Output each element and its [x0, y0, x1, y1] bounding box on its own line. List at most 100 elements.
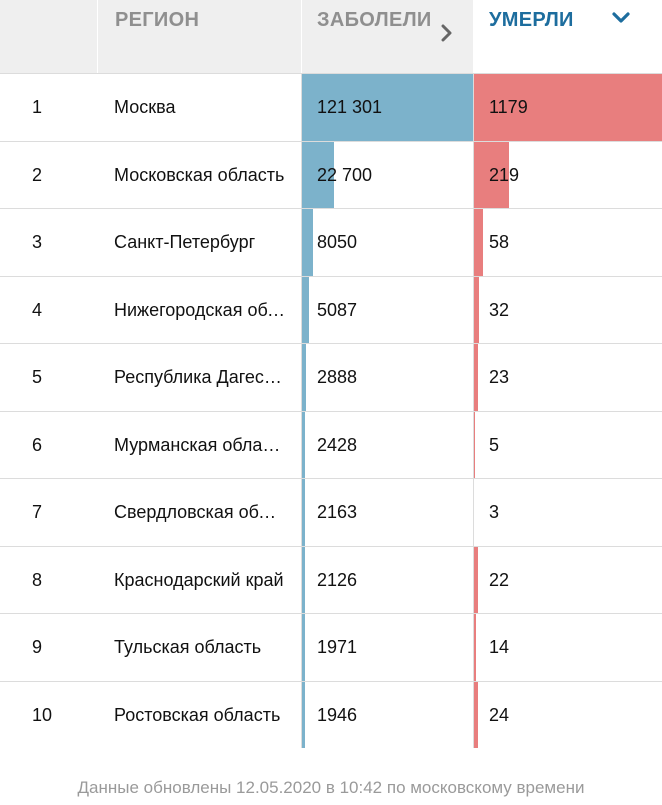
header-rank	[0, 0, 97, 73]
header-region[interactable]: РЕГИОН	[97, 0, 301, 73]
infected-count: 8050	[317, 232, 358, 253]
region-cell: Республика Дагестан	[97, 344, 301, 411]
header-infected-label: ЗАБОЛЕЛИ	[317, 9, 432, 31]
table-row: 7 Свердловская область 2163 3	[0, 478, 662, 546]
infected-bar	[302, 681, 305, 748]
rank-number: 9	[32, 637, 43, 658]
infected-count: 2428	[317, 434, 358, 455]
infected-bar	[302, 546, 305, 613]
deaths-count: 1179	[489, 97, 528, 118]
infected-count: 22 700	[317, 164, 373, 185]
rank-number: 3	[32, 232, 43, 253]
deaths-bar	[474, 209, 484, 276]
rank-number: 1	[32, 97, 43, 118]
header-region-label: РЕГИОН	[115, 9, 200, 31]
deaths-cell: 32	[473, 276, 662, 343]
deaths-cell: 24	[473, 681, 662, 748]
infected-count: 2126	[317, 569, 358, 590]
deaths-count: 24	[489, 704, 510, 725]
region-cell: Тульская область	[97, 614, 301, 681]
infected-cell: 2428	[301, 411, 473, 478]
rank-cell: 7	[0, 479, 97, 546]
rank-number: 5	[32, 367, 43, 388]
table-row: 6 Мурманская область 2428 5	[0, 410, 662, 479]
infected-bar	[302, 411, 306, 478]
deaths-bar	[474, 614, 477, 681]
deaths-count: 32	[489, 299, 510, 320]
rank-cell: 2	[0, 142, 97, 209]
region-cell: Москва	[97, 74, 301, 141]
region-name: Ростовская область	[114, 704, 281, 725]
infected-count: 5087	[317, 299, 358, 320]
infected-count: 1971	[317, 637, 358, 658]
region-cell: Санкт-Петербург	[97, 209, 301, 276]
chevron-down-icon	[612, 12, 630, 23]
infected-cell: 5087	[301, 276, 473, 343]
deaths-cell: 58	[473, 209, 662, 276]
deaths-bar	[474, 344, 478, 411]
header-infected-sort[interactable]: ЗАБОЛЕЛИ	[301, 0, 473, 73]
region-cell: Краснодарский край	[97, 547, 301, 614]
header-deaths-sort[interactable]: УМЕРЛИ	[473, 0, 662, 73]
rank-cell: 5	[0, 344, 97, 411]
covid-regions-table: РЕГИОН ЗАБОЛЕЛИ УМЕРЛИ 1 Москва 121 301 117…	[0, 0, 662, 748]
deaths-cell: 14	[473, 614, 662, 681]
deaths-cell: 3	[473, 479, 662, 546]
infected-cell: 121 301	[301, 74, 473, 141]
infected-bar	[302, 74, 473, 141]
deaths-cell: 1179	[473, 74, 662, 141]
rank-number: 10	[32, 704, 53, 725]
table-row: 4 Нижегородская область 5087 32	[0, 275, 662, 344]
deaths-count: 14	[489, 637, 510, 658]
rank-number: 8	[32, 569, 43, 590]
infected-bar	[302, 141, 334, 208]
table-row: 3 Санкт-Петербург 8050 58	[0, 208, 662, 276]
infected-bar	[302, 276, 310, 343]
rank-number: 2	[32, 164, 43, 185]
deaths-cell: 23	[473, 344, 662, 411]
region-name: Мурманская область	[114, 434, 286, 455]
infected-cell: 22 700	[301, 141, 473, 208]
rank-cell: 10	[0, 682, 97, 749]
rank-number: 7	[32, 502, 43, 523]
deaths-cell: 5	[473, 411, 662, 478]
table-row: 10 Ростовская область 1946 24	[0, 680, 662, 749]
deaths-bar	[474, 546, 478, 613]
infected-bar	[302, 344, 307, 411]
rank-cell: 9	[0, 614, 97, 681]
rank-cell: 3	[0, 209, 97, 276]
region-name: Свердловская область	[114, 502, 286, 523]
table-row: 5 Республика Дагестан 2888 23	[0, 343, 662, 411]
region-cell: Нижегородская область	[97, 277, 301, 344]
infected-cell: 2888	[301, 344, 473, 411]
deaths-count: 3	[489, 502, 500, 523]
table-body: 1 Москва 121 301 1179 2 Московская область 22 …	[0, 73, 662, 748]
region-name: Краснодарский край	[114, 569, 284, 590]
infected-bar	[302, 479, 306, 546]
region-cell: Свердловская область	[97, 479, 301, 546]
table-row: 1 Москва 121 301 1179	[0, 73, 662, 141]
table-row: 2 Московская область 22 700 219	[0, 140, 662, 209]
infected-cell: 1971	[301, 614, 473, 681]
rank-number: 4	[32, 299, 43, 320]
deaths-cell: 22	[473, 546, 662, 613]
table-header: РЕГИОН ЗАБОЛЕЛИ УМЕРЛИ	[0, 0, 662, 73]
deaths-count: 5	[489, 434, 500, 455]
infected-count: 1946	[317, 704, 358, 725]
region-cell: Мурманская область	[97, 412, 301, 479]
deaths-count: 58	[489, 232, 510, 253]
region-name: Республика Дагестан	[114, 367, 286, 388]
infected-bar	[302, 209, 314, 276]
region-cell: Московская область	[97, 142, 301, 209]
updated-note: Данные обновлены 12.05.2020 в 10:42 по м…	[77, 778, 585, 797]
region-name: Москва	[114, 97, 176, 118]
region-cell: Ростовская область	[97, 682, 301, 749]
infected-cell: 8050	[301, 209, 473, 276]
chevron-right-icon	[441, 24, 452, 42]
region-name: Нижегородская область	[114, 299, 286, 320]
deaths-bar	[474, 141, 509, 208]
deaths-cell: 219	[473, 141, 662, 208]
table-row: 9 Тульская область 1971 14	[0, 613, 662, 681]
rank-cell: 8	[0, 547, 97, 614]
rank-cell: 4	[0, 277, 97, 344]
